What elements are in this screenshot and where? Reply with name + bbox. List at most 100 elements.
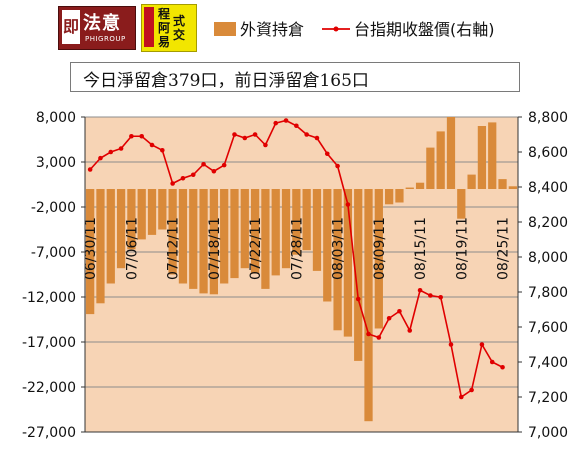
plot-area xyxy=(85,117,518,432)
left-axis-tick-label: -7,000 xyxy=(31,245,76,261)
legend-bar-label: 外資持倉 xyxy=(240,20,304,39)
position-bar xyxy=(158,189,167,230)
price-point xyxy=(355,296,361,302)
headline-box: 今日淨留倉379口，前日淨留倉165口 xyxy=(70,62,520,92)
position-bar xyxy=(323,189,332,302)
x-axis-date-label: 08/09/11 xyxy=(372,217,388,280)
legend-bar-swatch xyxy=(214,22,236,36)
price-point xyxy=(376,335,382,340)
position-bar xyxy=(230,189,239,279)
price-point xyxy=(397,308,402,314)
legend-line-label: 台指期收盤價(右軸) xyxy=(354,20,495,39)
price-point xyxy=(489,359,495,365)
x-axis-date-label: 08/19/11 xyxy=(454,217,470,280)
position-bar xyxy=(127,189,136,250)
position-bar xyxy=(86,189,95,315)
x-axis-date-label: 07/12/11 xyxy=(166,217,182,280)
position-bar xyxy=(354,189,363,361)
program-trading-logo-char: 式 xyxy=(173,14,186,28)
right-axis-tick-label: 8,200 xyxy=(528,215,568,231)
position-bar xyxy=(96,189,105,304)
price-point xyxy=(139,133,144,139)
position-bar xyxy=(364,189,373,422)
position-bar xyxy=(415,182,425,189)
program-trading-logo: 程 式 阿 交 易 xyxy=(141,4,197,52)
position-bar xyxy=(220,189,229,284)
position-bar xyxy=(261,189,270,289)
x-axis-date-label: 07/18/11 xyxy=(207,217,223,280)
right-axis-tick-label: 8,800 xyxy=(528,110,568,126)
price-point xyxy=(417,287,423,293)
position-bar xyxy=(446,117,456,189)
position-bar xyxy=(168,189,177,275)
price-point xyxy=(438,294,443,300)
program-trading-logo-char: 交 xyxy=(173,28,186,42)
position-bar xyxy=(189,189,198,289)
right-axis-tick-label: 8,400 xyxy=(528,180,568,196)
position-bar xyxy=(426,147,435,189)
price-point xyxy=(180,175,186,181)
program-trading-logo-char: 易 xyxy=(158,35,171,49)
position-bar xyxy=(508,186,517,189)
price-point xyxy=(314,135,320,141)
phigroup-logo: 即 法意 PHIGROUP xyxy=(58,6,136,50)
position-bar xyxy=(436,131,445,189)
position-bar xyxy=(498,179,507,189)
price-point xyxy=(448,342,454,347)
price-point xyxy=(479,342,485,347)
right-axis-tick-label: 7,400 xyxy=(528,355,568,371)
position-bar xyxy=(250,189,260,274)
price-point xyxy=(242,135,248,141)
position-bar xyxy=(271,189,280,276)
right-axis-tick-label: 8,600 xyxy=(528,145,568,161)
position-bar xyxy=(116,189,126,269)
x-axis-date-label: 06/30/11 xyxy=(83,217,99,280)
price-point xyxy=(386,315,392,321)
left-axis-tick-label: -22,000 xyxy=(22,380,76,396)
position-bar xyxy=(147,189,157,235)
position-bar xyxy=(333,189,342,331)
position-bar xyxy=(292,189,301,255)
position-bar xyxy=(477,126,487,189)
price-point xyxy=(170,181,175,186)
position-bar xyxy=(488,122,497,189)
program-trading-logo-char: 程 xyxy=(158,7,171,21)
x-axis-date-label: 07/22/11 xyxy=(248,217,264,280)
right-axis-tick-label: 7,600 xyxy=(528,320,568,336)
left-axis-tick-label: 3,000 xyxy=(36,155,76,171)
program-trading-logo-char: 阿 xyxy=(158,21,171,35)
price-point xyxy=(252,132,258,137)
right-axis-tick-label: 7,800 xyxy=(528,285,568,301)
x-axis-date-label: 07/06/11 xyxy=(124,217,140,280)
price-point xyxy=(211,168,217,174)
price-point xyxy=(500,364,505,370)
price-point xyxy=(118,146,124,151)
price-point xyxy=(366,331,371,337)
position-bar xyxy=(240,189,249,269)
position-bar xyxy=(395,189,404,203)
position-bar xyxy=(281,189,291,269)
left-axis-tick-label: -17,000 xyxy=(22,335,76,351)
x-axis-date-label: 07/28/11 xyxy=(289,217,305,280)
x-axis-date-label: 08/15/11 xyxy=(413,217,429,280)
position-bar xyxy=(405,187,414,189)
left-axis-tick-label: -27,000 xyxy=(22,425,76,441)
position-bar xyxy=(199,189,208,294)
position-bar xyxy=(178,189,188,284)
price-point xyxy=(345,202,351,207)
position-bar xyxy=(374,189,383,329)
price-point xyxy=(201,161,206,167)
position-bar xyxy=(209,189,218,295)
program-trading-logo-mark xyxy=(144,7,154,47)
legend-line-marker xyxy=(333,26,339,32)
position-bar xyxy=(106,189,115,284)
x-axis-date-label: 08/25/11 xyxy=(496,217,512,280)
price-point xyxy=(283,118,289,123)
price-point xyxy=(232,132,237,137)
left-axis-tick-label: -2,000 xyxy=(31,200,76,216)
price-point xyxy=(324,151,330,157)
phigroup-logo-text: 法意 xyxy=(83,13,121,34)
price-point xyxy=(87,167,93,172)
price-point xyxy=(221,162,227,168)
